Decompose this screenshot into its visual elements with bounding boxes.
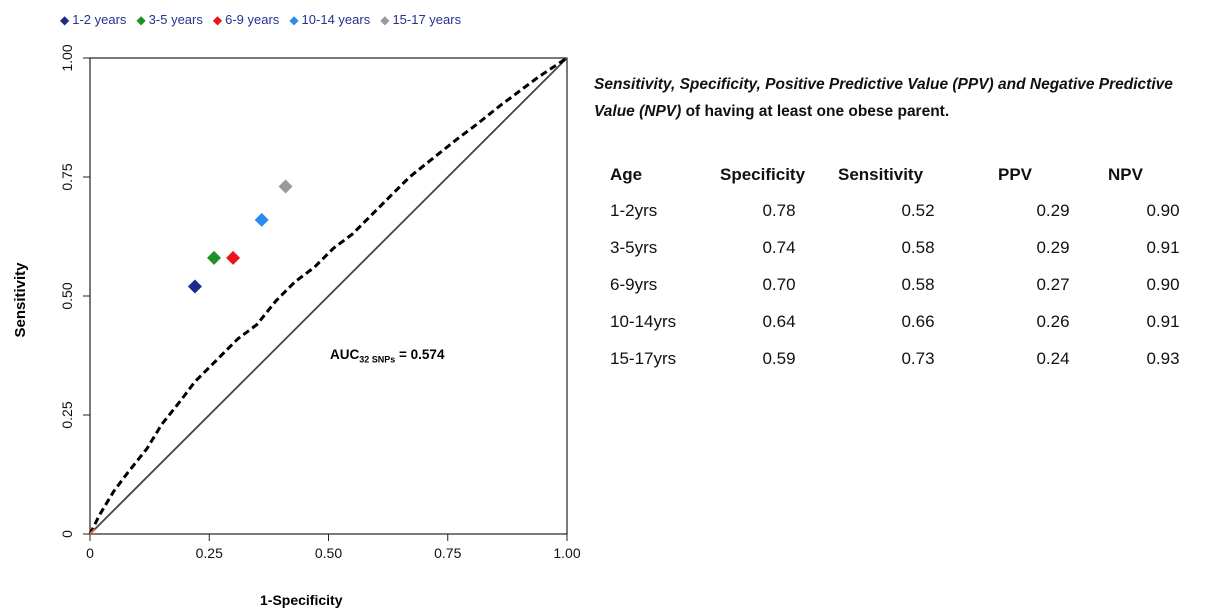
- cell-npv: 0.91: [1146, 237, 1180, 257]
- cell-ppv: 0.29: [1036, 237, 1070, 257]
- diamond-icon: ◆: [380, 12, 390, 27]
- roc-chart: 0 0 0.25 0.25 0.50 0.50 0.75 0.75 1.00 1.00: [59, 44, 580, 561]
- header-npv: NPV: [1108, 165, 1143, 184]
- y-tick-label: 1.00: [59, 44, 75, 71]
- table-row: 1-2yrs 0.78 0.52 0.29 0.90: [600, 192, 1218, 229]
- cell-sensitivity: 0.73: [901, 348, 935, 368]
- auc-prefix: AUC: [330, 347, 360, 362]
- legend-label: 1-2 years: [72, 12, 127, 27]
- x-tick-label: 1.00: [553, 545, 580, 561]
- cell-sensitivity: 0.58: [901, 274, 935, 294]
- cell-ppv: 0.26: [1036, 311, 1070, 331]
- data-point-15-17-years: [278, 179, 293, 194]
- header-age: Age: [610, 165, 643, 184]
- x-tick-label: 0: [86, 545, 94, 561]
- chart-legend: ◆ 1-2 years ◆ 3-5 years ◆ 6-9 years ◆ 10…: [60, 12, 461, 27]
- cell-npv: 0.90: [1146, 200, 1180, 220]
- header-sensitivity: Sensitivity: [838, 165, 924, 184]
- cell-npv: 0.93: [1146, 348, 1180, 368]
- table-header-row: Age Specificity Sensitivity PPV NPV: [600, 158, 1218, 192]
- y-tick-label: 0.25: [59, 401, 75, 428]
- table-row: 3-5yrs 0.74 0.58 0.29 0.91: [600, 229, 1218, 266]
- data-point-1-2-years: [187, 279, 202, 294]
- auc-subscript: 32 SNPs: [359, 354, 396, 365]
- data-point-3-5-years: [207, 250, 222, 265]
- stats-table: Age Specificity Sensitivity PPV NPV 1-2y…: [600, 158, 1218, 377]
- legend-item-15-17-years: ◆ 15-17 years: [380, 12, 461, 27]
- diamond-icon: ◆: [289, 12, 299, 27]
- cell-age: 6-9yrs: [610, 274, 658, 294]
- cell-age: 3-5yrs: [610, 237, 658, 257]
- y-tick-label: 0: [59, 530, 75, 538]
- legend-label: 6-9 years: [225, 12, 280, 27]
- caption-italic: Sensitivity, Specificity, Positive Predi…: [594, 76, 1173, 120]
- x-axis-label: 1-Specificity: [260, 592, 343, 608]
- legend-item-1-2-years: ◆ 1-2 years: [60, 12, 126, 27]
- cell-ppv: 0.29: [1036, 200, 1070, 220]
- cell-specificity: 0.78: [762, 200, 796, 220]
- data-point-6-9-years: [226, 250, 241, 265]
- data-point-10-14-years: [254, 212, 269, 227]
- cell-sensitivity: 0.58: [901, 237, 935, 257]
- auc-value: = 0.574: [395, 347, 445, 362]
- cell-specificity: 0.64: [762, 311, 796, 331]
- cell-ppv: 0.24: [1036, 348, 1070, 368]
- cell-age: 15-17yrs: [610, 348, 677, 368]
- table-row: 15-17yrs 0.59 0.73 0.24 0.93: [600, 340, 1218, 377]
- caption-rest: of having at least one obese parent.: [681, 103, 950, 120]
- x-tick-label: 0.25: [196, 545, 223, 561]
- cell-npv: 0.91: [1146, 311, 1180, 331]
- y-tick-label: 0.75: [59, 163, 75, 190]
- x-tick-label: 0.75: [434, 545, 461, 561]
- diamond-icon: ◆: [212, 12, 223, 27]
- reference-line: [89, 57, 568, 535]
- table-row: 10-14yrs 0.64 0.66 0.26 0.91: [600, 303, 1218, 340]
- origin-mark: [89, 528, 96, 535]
- header-ppv: PPV: [998, 165, 1033, 184]
- table-caption: Sensitivity, Specificity, Positive Predi…: [594, 71, 1214, 125]
- header-specificity: Specificity: [720, 165, 806, 184]
- y-tick-label: 0.50: [59, 282, 75, 309]
- table-row: 6-9yrs 0.70 0.58 0.27 0.90: [600, 266, 1218, 303]
- cell-specificity: 0.59: [762, 348, 796, 368]
- cell-specificity: 0.74: [762, 237, 796, 257]
- legend-item-3-5-years: ◆ 3-5 years: [136, 12, 202, 27]
- legend-label: 15-17 years: [392, 12, 462, 27]
- diamond-icon: ◆: [60, 12, 70, 27]
- auc-annotation: AUC32 SNPs = 0.574: [330, 347, 444, 365]
- legend-item-10-14-years: ◆ 10-14 years: [289, 12, 370, 27]
- diamond-icon: ◆: [136, 12, 146, 27]
- cell-npv: 0.90: [1146, 274, 1180, 294]
- roc-curve: [88, 56, 568, 535]
- legend-item-6-9-years: ◆ 6-9 years: [213, 12, 279, 27]
- cell-age: 10-14yrs: [610, 311, 677, 331]
- legend-label: 3-5 years: [148, 12, 203, 27]
- cell-ppv: 0.27: [1036, 274, 1070, 294]
- legend-label: 10-14 years: [301, 12, 371, 27]
- cell-sensitivity: 0.52: [901, 200, 935, 220]
- cell-age: 1-2yrs: [610, 200, 658, 220]
- cell-sensitivity: 0.66: [901, 311, 935, 331]
- cell-specificity: 0.70: [762, 274, 796, 294]
- x-tick-label: 0.50: [315, 545, 342, 561]
- y-axis-label: Sensitivity: [12, 262, 29, 338]
